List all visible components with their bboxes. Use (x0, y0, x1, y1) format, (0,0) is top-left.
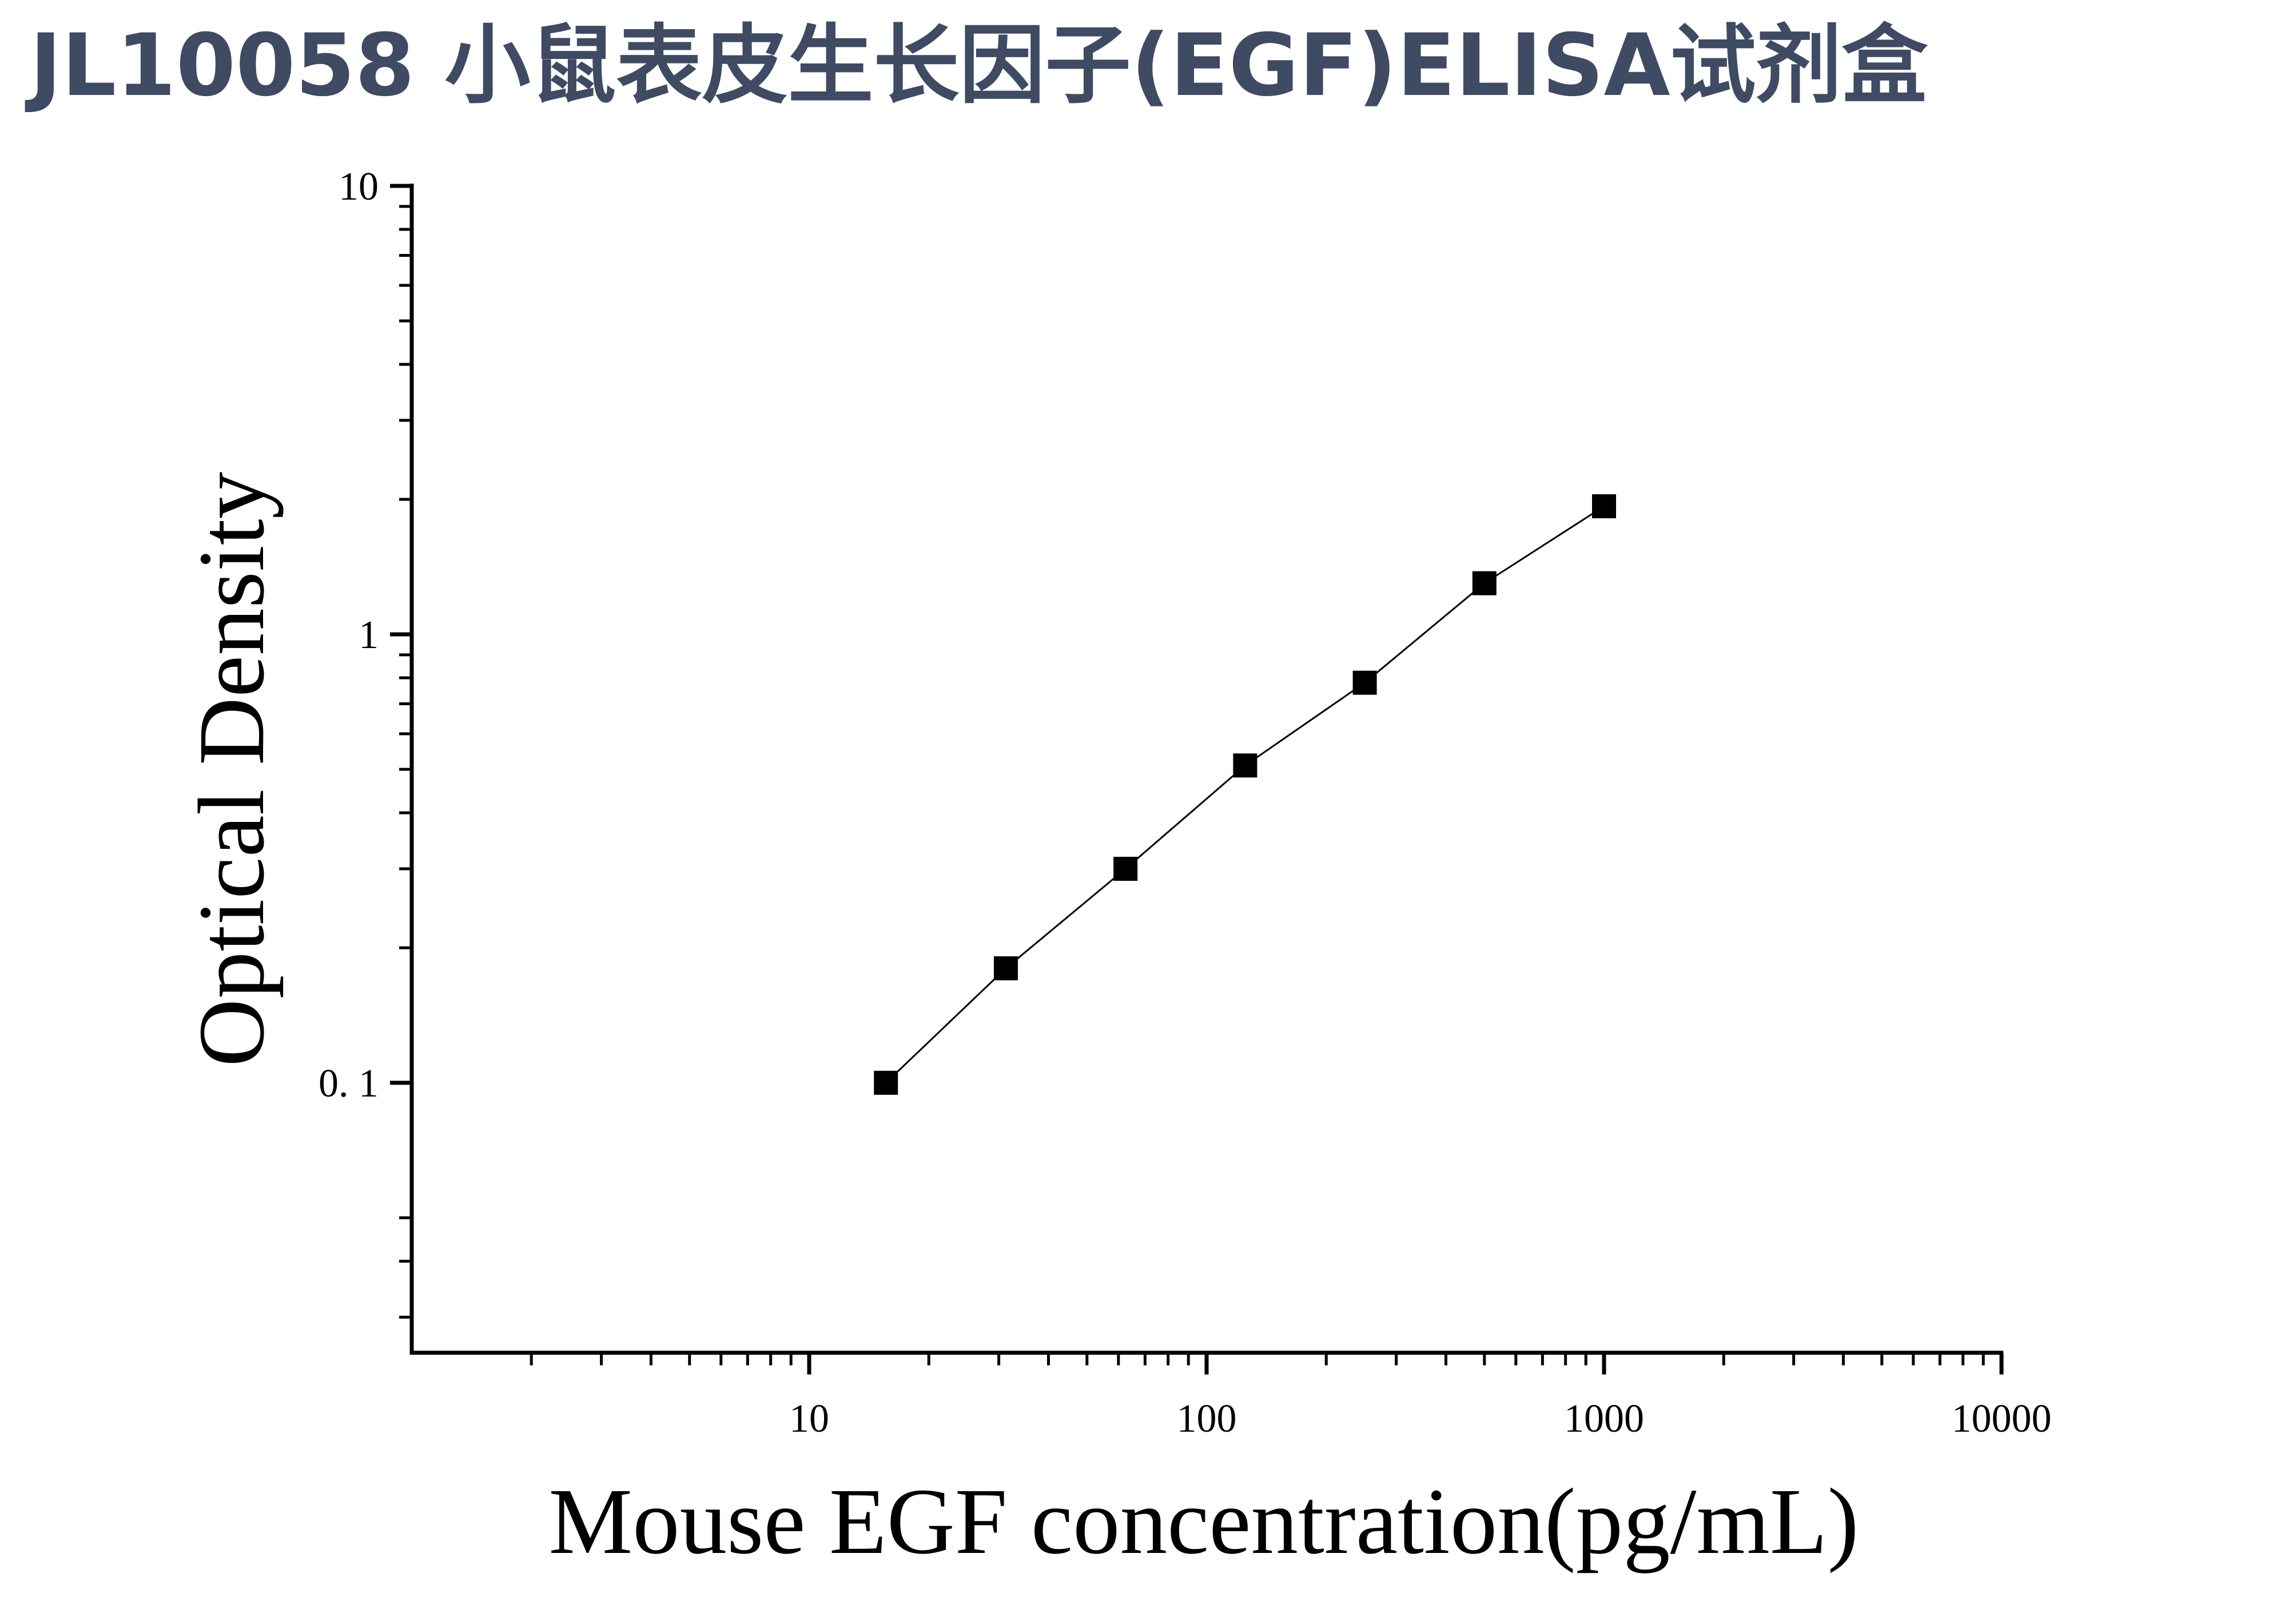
data-points (874, 494, 1616, 1095)
data-point (1233, 753, 1258, 778)
data-point (874, 1070, 898, 1095)
tick-labels: 10 100 1000 10000 10 1 0. 1 (319, 165, 2052, 1441)
y-tick-label: 10 (339, 165, 379, 209)
x-tick-label: 1000 (1564, 1397, 1644, 1441)
fit-curve (878, 505, 1605, 1084)
fit-curve-layer (878, 505, 1605, 1084)
x-tick-label: 10000 (1952, 1397, 2052, 1441)
x-tick-label: 100 (1177, 1397, 1237, 1441)
data-point (1113, 856, 1138, 881)
x-tick-label: 10 (789, 1397, 829, 1441)
page-title: JL10058 小鼠表皮生长因子(EGF)ELISA试剂盒 (30, 16, 1928, 116)
x-axis-title: Mouse EGF concentration(pg/mL) (548, 1469, 1859, 1574)
y-tick-label: 0. 1 (319, 1062, 379, 1106)
data-point (1352, 670, 1377, 695)
y-axis-title: Optical Density (179, 472, 284, 1067)
y-tick-label: 1 (359, 613, 379, 657)
data-point (1592, 494, 1616, 519)
axes (390, 184, 2004, 1374)
data-point (993, 956, 1018, 980)
data-point (1472, 571, 1497, 595)
